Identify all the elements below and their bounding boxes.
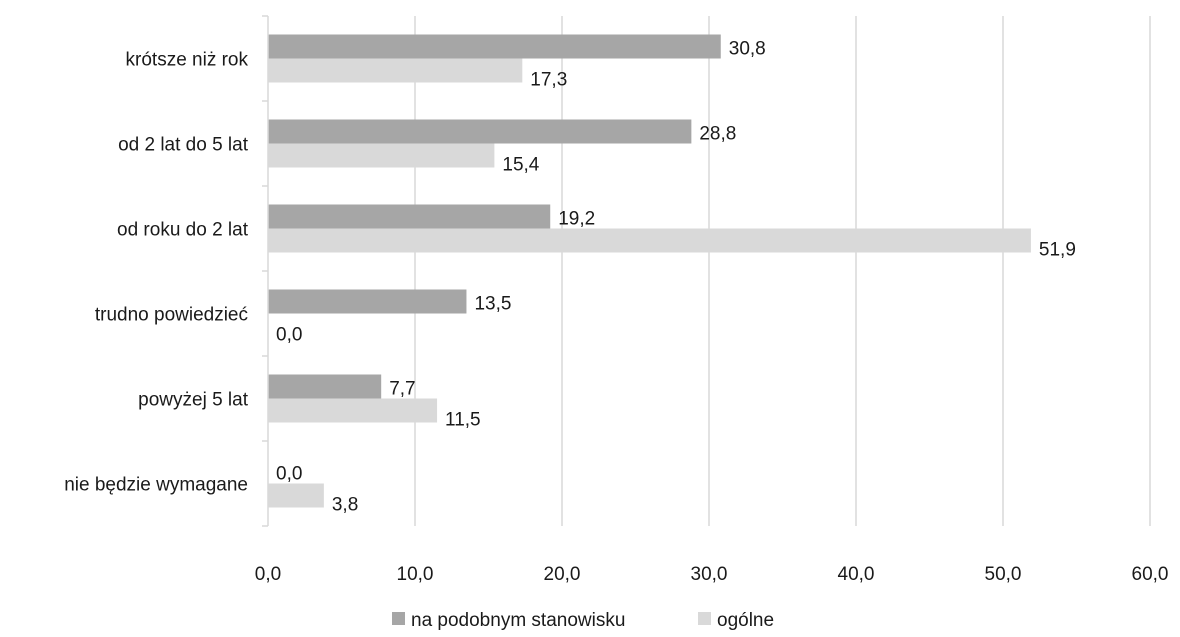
- x-tick-labels: 0,0 10,0 20,0 30,0 40,0 50,0 60,0: [255, 564, 1169, 585]
- legend-swatch: [392, 612, 405, 625]
- data-label: 19,2: [558, 209, 595, 230]
- x-tick-label: 0,0: [255, 564, 281, 585]
- bar-na-podobnym-stanowisku: [268, 34, 721, 59]
- data-label: 28,8: [699, 124, 736, 145]
- category-label: od 2 lat do 5 lat: [118, 135, 249, 156]
- bar-na-podobnym-stanowisku: [268, 119, 692, 144]
- legend-swatch: [698, 612, 711, 625]
- data-label: 0,0: [276, 464, 302, 485]
- x-tick-label: 30,0: [691, 564, 728, 585]
- data-label: 11,5: [445, 410, 481, 431]
- bar-ogolne: [268, 58, 523, 83]
- x-tick-label: 10,0: [397, 564, 434, 585]
- category-labels: krótsze niż rok od 2 lat do 5 lat od roku …: [64, 50, 249, 496]
- data-label: 51,9: [1039, 240, 1076, 261]
- bar-ogolne: [268, 398, 438, 423]
- bar-na-podobnym-stanowisku: [268, 289, 467, 314]
- category-label: krótsze niż rok: [126, 50, 249, 71]
- data-label: 15,4: [502, 155, 539, 176]
- category-label: nie będzie wymagane: [64, 475, 248, 496]
- legend-label: na podobnym stanowisku: [411, 610, 625, 631]
- data-label: 7,7: [389, 379, 415, 400]
- data-label: 0,0: [276, 325, 302, 346]
- x-tick-label: 40,0: [838, 564, 875, 585]
- data-label: 3,8: [332, 495, 358, 516]
- bar-ogolne: [268, 483, 324, 508]
- bar-ogolne: [268, 228, 1031, 253]
- y-axis: [262, 15, 269, 527]
- legend: na podobnym stanowisku ogólne: [392, 610, 774, 631]
- x-tick-label: 20,0: [544, 564, 581, 585]
- x-tick-label: 50,0: [985, 564, 1022, 585]
- bar-na-podobnym-stanowisku: [268, 204, 551, 229]
- legend-label: ogólne: [717, 610, 774, 631]
- category-label: od roku do 2 lat: [117, 220, 249, 241]
- category-label: trudno powiedzieć: [95, 305, 248, 326]
- gridlines: [414, 16, 1151, 526]
- data-label: 17,3: [530, 70, 567, 91]
- category-label: powyżej 5 lat: [138, 390, 249, 411]
- bar-ogolne: [268, 143, 495, 168]
- bar-na-podobnym-stanowisku: [268, 374, 382, 399]
- bars: [268, 34, 1031, 508]
- x-tick-label: 60,0: [1132, 564, 1169, 585]
- data-labels: 30,8 17,3 28,8 15,4 19,2 51,9 13,5 0,0 7,7 11,5 0,…: [276, 39, 1076, 516]
- data-label: 30,8: [729, 39, 766, 60]
- data-label: 13,5: [474, 294, 511, 315]
